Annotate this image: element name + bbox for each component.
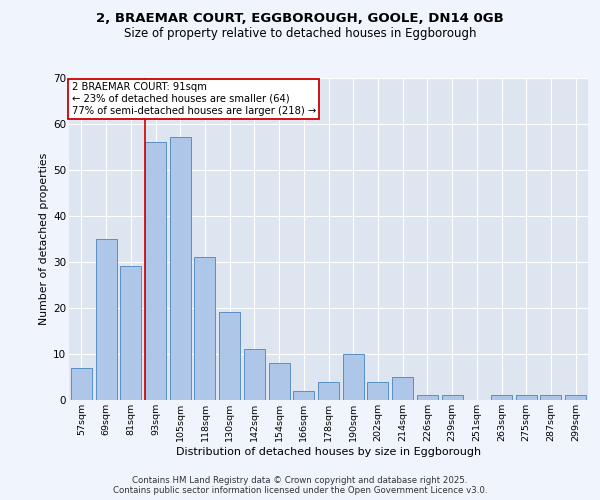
X-axis label: Distribution of detached houses by size in Eggborough: Distribution of detached houses by size … [176,446,481,456]
Bar [541,396,562,400]
Bar [516,396,537,400]
Bar [71,368,92,400]
Bar [120,266,141,400]
Bar [392,377,413,400]
Bar [244,350,265,400]
Text: 2, BRAEMAR COURT, EGGBOROUGH, GOOLE, DN14 0GB: 2, BRAEMAR COURT, EGGBOROUGH, GOOLE, DN1… [96,12,504,26]
Bar [95,239,116,400]
Bar [145,142,166,400]
Bar [318,382,339,400]
Bar [293,391,314,400]
Bar [219,312,240,400]
Bar [194,257,215,400]
Bar [442,396,463,400]
Bar [565,396,586,400]
Bar [367,382,388,400]
Bar [269,363,290,400]
Bar [417,396,438,400]
Bar [170,138,191,400]
Y-axis label: Number of detached properties: Number of detached properties [39,152,49,325]
Text: Size of property relative to detached houses in Eggborough: Size of property relative to detached ho… [124,28,476,40]
Bar [491,396,512,400]
Bar [343,354,364,400]
Text: 2 BRAEMAR COURT: 91sqm
← 23% of detached houses are smaller (64)
77% of semi-det: 2 BRAEMAR COURT: 91sqm ← 23% of detached… [71,82,316,116]
Text: Contains HM Land Registry data © Crown copyright and database right 2025.
Contai: Contains HM Land Registry data © Crown c… [113,476,487,495]
